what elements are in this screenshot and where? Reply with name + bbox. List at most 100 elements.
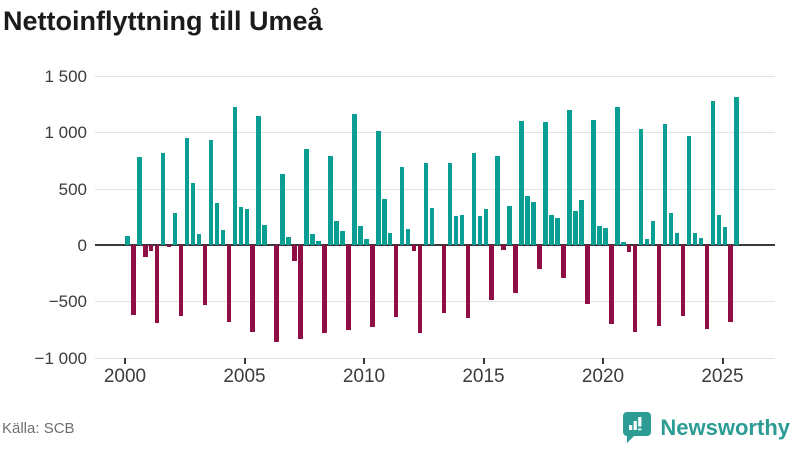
gridline [95,188,775,190]
bar-negative [704,245,710,330]
bar-negative [489,245,495,301]
bar-positive [136,157,142,245]
x-axis-label: 2020 [581,365,625,387]
bar-positive [549,214,554,245]
bar-positive [597,225,602,245]
bar-negative [130,245,136,315]
bar-positive [364,239,369,245]
bar-negative [178,245,184,317]
bar-negative [585,245,590,305]
y-axis-label: 1 000 [44,123,87,143]
bar-positive [286,237,291,245]
bar-positive [280,173,285,245]
bar-positive [662,124,668,245]
bar-positive [196,233,202,245]
newsworthy-icon [622,411,652,444]
bar-positive [256,116,262,245]
bar-negative [393,245,399,318]
bar-negative [274,245,279,342]
bar-positive [334,220,339,245]
bar-positive [543,122,548,245]
brand-name: Newsworthy [660,414,790,440]
y-axis-label: 500 [58,179,87,199]
bar-positive [459,214,465,245]
bar-positive [352,114,357,245]
bar-negative [465,245,471,319]
bar-positive [591,120,596,245]
gridline [95,357,775,359]
bar-negative [537,245,542,269]
bar-positive [644,239,650,245]
bar-positive [573,211,578,245]
bar-positive [381,198,387,245]
bar-negative [322,245,327,333]
gridline [95,75,775,77]
y-axis-label: −1 000 [34,348,87,368]
x-axis-tick [482,357,485,364]
brand-logo: Newsworthy [622,411,790,444]
bar-positive [423,162,429,245]
bar-negative [142,245,148,257]
x-axis-label: 2015 [462,365,505,387]
bar-positive [567,109,572,245]
bar-positive [310,234,315,245]
bar-negative [292,245,297,261]
bar-negative [148,245,154,251]
bar-positive [531,201,536,245]
bar-positive [238,207,244,245]
x-axis-label: 2010 [342,365,386,387]
bar-positive [214,203,220,245]
bar-positive [495,155,501,245]
bar-negative [417,245,423,333]
gridline [95,301,775,303]
bar-positive [399,167,405,245]
bar-positive [358,225,363,245]
bar-positive [208,139,214,245]
bar-positive [125,235,130,245]
bar-positive [686,136,692,245]
bar-positive [304,148,309,245]
y-axis-label: 1 500 [44,66,87,86]
bar-negative [513,245,518,293]
bar-positive [184,138,190,245]
bar-negative [561,245,566,278]
bar-positive [453,216,459,245]
bar-positive [387,233,393,245]
bar-negative [680,245,686,317]
y-axis-label: 0 [77,236,87,255]
bar-negative [154,245,160,323]
bar-positive [483,209,489,245]
bar-positive [650,221,656,245]
bar-positive [579,200,584,245]
bar-positive [698,238,704,245]
x-axis-tick [243,357,246,364]
bar-positive [734,97,740,245]
bar-positive [716,214,722,245]
bar-negative [298,245,303,340]
x-axis-tick [363,357,365,364]
bar-negative [369,245,375,328]
bar-negative [501,245,507,251]
bar-positive [477,215,483,245]
bar-positive [525,196,530,245]
bar-positive [555,217,560,245]
bar-positive [620,242,626,245]
bar-positive [668,213,674,245]
bar-positive [375,131,381,245]
bar-positive [232,107,238,245]
bar-positive [638,128,644,245]
bar-negative [202,245,208,306]
bar-positive [172,213,178,245]
bar-negative [626,245,632,253]
bar-negative [656,245,662,326]
bar-negative [441,245,447,314]
bar-positive [340,231,345,245]
bar-negative [728,245,734,323]
bar-negative [411,245,417,251]
bar-positive [160,153,166,245]
x-axis-label: 2000 [103,365,147,387]
x-axis-label: 2005 [223,365,266,387]
bar-negative [346,245,351,330]
bar-positive [603,227,608,245]
